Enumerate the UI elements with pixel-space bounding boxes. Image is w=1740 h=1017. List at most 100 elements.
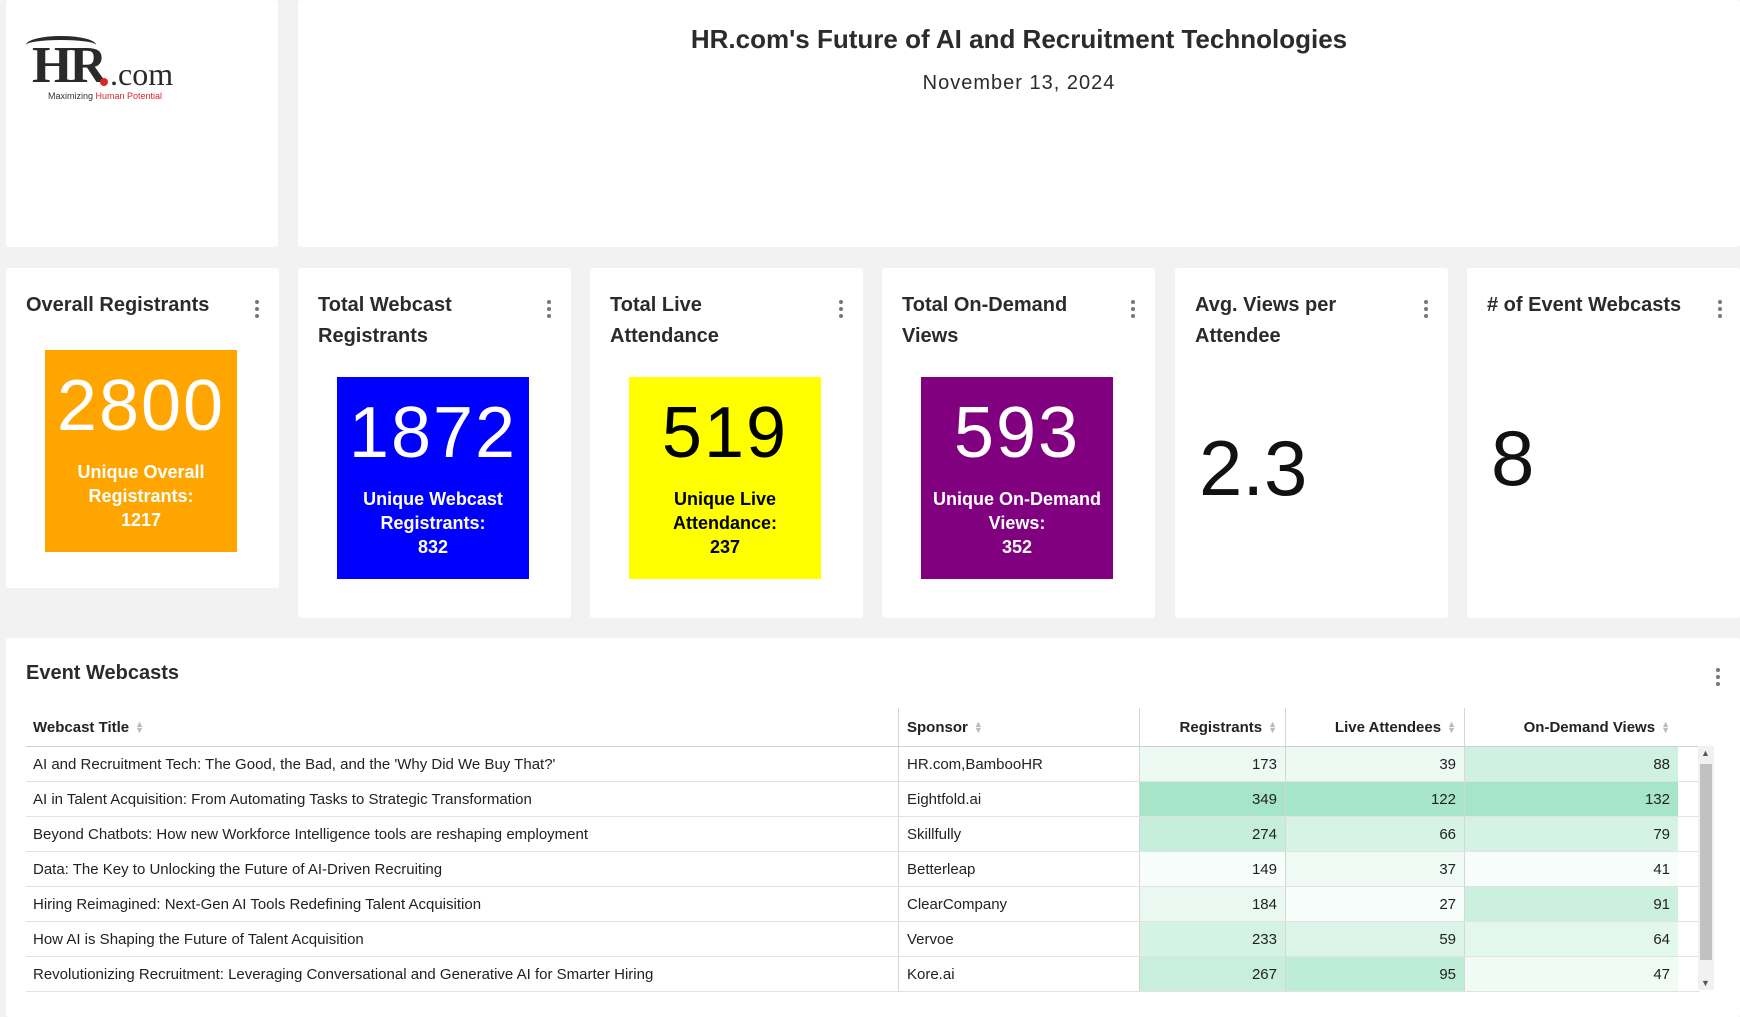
- table-cell: 59: [1286, 922, 1465, 956]
- table-row[interactable]: Revolutionizing Recruitment: Leveraging …: [26, 957, 1700, 992]
- more-options-icon[interactable]: [1718, 300, 1722, 320]
- table-row[interactable]: Data: The Key to Unlocking the Future of…: [26, 852, 1700, 887]
- scroll-up-icon[interactable]: ▲: [1701, 748, 1710, 758]
- column-header-label: Sponsor: [907, 718, 968, 736]
- table-cell: Vervoe: [899, 922, 1140, 956]
- table-row[interactable]: AI in Talent Acquisition: From Automatin…: [26, 782, 1700, 817]
- kpi-sub-label: Unique Overall Registrants:: [77, 462, 205, 506]
- table-cell: 64: [1465, 922, 1678, 956]
- logo-com-text: .com: [110, 56, 174, 92]
- kpi-title: Total On-Demand Views: [902, 294, 1068, 347]
- kpi-value: 519: [661, 393, 789, 473]
- kpi-value: 2.3: [1199, 424, 1308, 512]
- column-header-sponsor[interactable]: Sponsor ▲ ▼: [899, 708, 1140, 746]
- more-options-icon[interactable]: [1424, 300, 1428, 320]
- kpi-title: # of Event Webcasts: [1487, 294, 1682, 316]
- table-row[interactable]: AI and Recruitment Tech: The Good, the B…: [26, 747, 1700, 782]
- logo-card: HR .com Maximizing Human Potential: [6, 0, 278, 247]
- sort-icon[interactable]: ▲ ▼: [1268, 719, 1277, 735]
- table-cell: 91: [1465, 887, 1678, 921]
- table-title: Event Webcasts: [26, 662, 180, 684]
- kpi-title: Total Live Attendance: [610, 294, 719, 347]
- kpi-card-overall-registrants: Overall Registrants 2800 Unique Overall …: [6, 268, 279, 588]
- title-card: HR.com's Future of AI and Recruitment Te…: [298, 0, 1740, 247]
- event-date: November 13, 2024: [922, 72, 1116, 94]
- column-header-label: Registrants: [1179, 718, 1263, 736]
- more-options-icon[interactable]: [547, 300, 551, 320]
- kpi-sub-value: 352: [1001, 537, 1033, 557]
- sort-icon[interactable]: ▲ ▼: [1661, 719, 1670, 735]
- kpi-subtext: Unique Live Attendance: 237: [629, 487, 821, 559]
- column-header-label: On-Demand Views: [1523, 718, 1656, 736]
- kpi-subtext: Unique Webcast Registrants: 832: [337, 487, 529, 559]
- kpi-sub-label: Unique Webcast Registrants:: [363, 489, 503, 533]
- kpi-subtext: Unique Overall Registrants: 1217: [45, 460, 237, 532]
- sort-icon[interactable]: ▲ ▼: [1447, 719, 1456, 735]
- table-cell: 39: [1286, 747, 1465, 781]
- table-cell: 37: [1286, 852, 1465, 886]
- column-header-live-attendees[interactable]: Live Attendees ▲ ▼: [1286, 708, 1465, 746]
- kpi-value-box: 1872 Unique Webcast Registrants: 832: [337, 377, 529, 579]
- column-header-registrants[interactable]: Registrants ▲ ▼: [1140, 708, 1286, 746]
- kpi-sub-value: 237: [709, 537, 741, 557]
- table-row[interactable]: Beyond Chatbots: How new Workforce Intel…: [26, 817, 1700, 852]
- table-cell: Eightfold.ai: [899, 782, 1140, 816]
- logo-hr-text: HR: [32, 37, 107, 94]
- table-cell: 132: [1465, 782, 1678, 816]
- sort-icon[interactable]: ▲ ▼: [973, 719, 983, 735]
- column-header-webcast-title[interactable]: Webcast Title ▲ ▼: [26, 708, 899, 746]
- kpi-card-event-webcasts: # of Event Webcasts 8: [1467, 268, 1740, 618]
- table-header-row: Webcast Title ▲ ▼ Sponsor ▲ ▼ Registrants ▲ ▼ …: [26, 708, 1700, 747]
- more-options-icon[interactable]: [839, 300, 843, 320]
- logo-tagline: Maximizing Human Potential: [48, 91, 162, 101]
- table-cell: How AI is Shaping the Future of Talent A…: [26, 922, 899, 956]
- table-cell: ClearCompany: [899, 887, 1140, 921]
- table-cell: 149: [1140, 852, 1286, 886]
- kpi-sub-label: Unique On-Demand Views:: [932, 489, 1101, 533]
- table-row[interactable]: How AI is Shaping the Future of Talent A…: [26, 922, 1700, 957]
- table-row[interactable]: Hiring Reimagined: Next-Gen AI Tools Red…: [26, 887, 1700, 922]
- kpi-value: 1872: [348, 393, 518, 473]
- table-cell: Skillfully: [899, 817, 1140, 851]
- column-header-label: Webcast Title: [33, 718, 130, 736]
- kpi-value: 593: [953, 393, 1081, 473]
- table-cell: 27: [1286, 887, 1465, 921]
- kpi-value-box: 519 Unique Live Attendance: 237: [629, 377, 821, 579]
- event-webcasts-card: Event Webcasts Webcast Title ▲ ▼ Sponsor ▲ ▼…: [6, 638, 1740, 1017]
- kpi-card-webcast-registrants: Total Webcast Registrants 1872 Unique We…: [298, 268, 571, 618]
- more-options-icon[interactable]: [255, 300, 259, 320]
- table-scrollbar[interactable]: ▲ ▼: [1698, 746, 1714, 990]
- table-cell: 66: [1286, 817, 1465, 851]
- more-options-icon[interactable]: [1131, 300, 1135, 320]
- table-body: AI and Recruitment Tech: The Good, the B…: [26, 747, 1700, 992]
- table-cell: 47: [1465, 957, 1678, 991]
- table-cell: 274: [1140, 817, 1286, 851]
- kpi-card-live-attendance: Total Live Attendance 519 Unique Live At…: [590, 268, 863, 618]
- kpi-value-box: 2800 Unique Overall Registrants: 1217: [45, 350, 237, 552]
- table-cell: AI and Recruitment Tech: The Good, the B…: [26, 747, 899, 781]
- sort-icon[interactable]: ▲ ▼: [135, 719, 145, 735]
- table-cell: 349: [1140, 782, 1286, 816]
- page-title: HR.com's Future of AI and Recruitment Te…: [690, 24, 1348, 54]
- table-cell: Revolutionizing Recruitment: Leveraging …: [26, 957, 899, 991]
- scroll-thumb[interactable]: [1700, 764, 1712, 960]
- table-cell: 41: [1465, 852, 1678, 886]
- logo-tagline-highlight: Human Potential: [95, 91, 163, 101]
- column-header-label: Live Attendees: [1334, 718, 1442, 736]
- kpi-value: 8: [1491, 414, 1535, 502]
- table-cell: Data: The Key to Unlocking the Future of…: [26, 852, 899, 886]
- table-cell: 233: [1140, 922, 1286, 956]
- column-header-on-demand-views[interactable]: On-Demand Views ▲ ▼: [1465, 708, 1678, 746]
- kpi-sub-label: Unique Live Attendance:: [672, 489, 777, 533]
- table-cell: AI in Talent Acquisition: From Automatin…: [26, 782, 899, 816]
- kpi-value: 2800: [56, 366, 226, 446]
- kpi-card-on-demand-views: Total On-Demand Views 593 Unique On-Dema…: [882, 268, 1155, 618]
- kpi-subtext: Unique On-Demand Views: 352: [921, 487, 1113, 559]
- scroll-down-icon[interactable]: ▼: [1701, 978, 1710, 988]
- table-cell: Beyond Chatbots: How new Workforce Intel…: [26, 817, 899, 851]
- table-cell: 184: [1140, 887, 1286, 921]
- hr-com-logo: HR .com Maximizing Human Potential: [26, 36, 186, 106]
- kpi-card-avg-views: Avg. Views per Attendee 2.3: [1175, 268, 1448, 618]
- more-options-icon[interactable]: [1716, 668, 1720, 688]
- kpi-sub-value: 1217: [120, 510, 162, 530]
